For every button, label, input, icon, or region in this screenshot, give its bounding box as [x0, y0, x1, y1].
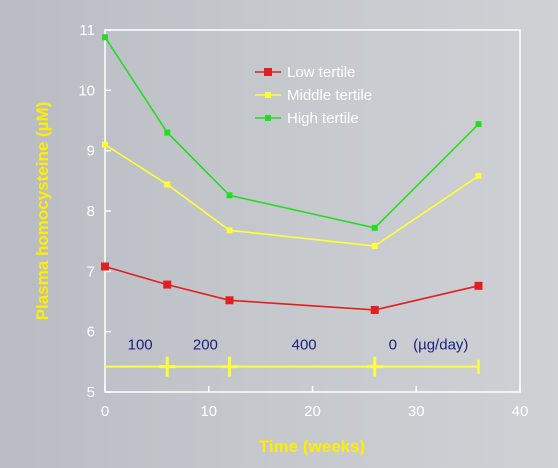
y-axis-title: Plasma homocysteine (µM)	[33, 102, 52, 321]
data-point	[102, 141, 108, 148]
dose-label: (µg/day)	[413, 337, 468, 354]
legend-label: Middle tertile	[287, 87, 372, 104]
x-tick-label: 40	[512, 403, 529, 420]
legend: Low tertile Middle tertile High tertile	[255, 64, 372, 127]
legend-marker	[264, 68, 272, 76]
x-axis-title: Time (weeks)	[259, 437, 365, 456]
legend-marker	[265, 115, 271, 121]
series-line	[104, 143, 479, 247]
data-point	[164, 181, 171, 188]
data-point	[371, 242, 378, 249]
legend-marker	[265, 92, 271, 98]
data-point	[102, 34, 108, 41]
data-point	[101, 262, 109, 271]
y-tick-label: 10	[78, 82, 95, 99]
dose-label: 200	[193, 337, 218, 354]
series-line	[104, 265, 479, 311]
y-tick-label: 7	[87, 263, 95, 280]
series-layer	[101, 34, 483, 314]
data-point	[475, 121, 482, 128]
dose-annotation: 100 200 400 0 (µg/day)	[105, 337, 480, 377]
x-axis: 0 10 20 30 40	[101, 386, 529, 420]
y-tick-label: 6	[87, 324, 95, 341]
legend-label: High tertile	[287, 110, 359, 127]
legend-label: Low tertile	[287, 64, 355, 81]
dose-label: 400	[292, 337, 317, 354]
dose-label: 0	[389, 337, 397, 354]
data-point	[370, 305, 379, 314]
y-tick-label: 8	[87, 203, 95, 220]
y-tick-label: 9	[87, 143, 95, 160]
x-tick-label: 0	[101, 403, 109, 420]
data-point	[226, 227, 233, 234]
data-point	[163, 280, 172, 289]
data-point	[225, 296, 234, 305]
x-tick-label: 20	[304, 403, 321, 420]
data-point	[164, 129, 171, 136]
y-axis: 5 6 7 8 9 10 11	[78, 22, 111, 401]
y-tick-label: 11	[79, 22, 95, 39]
data-point	[474, 281, 483, 290]
x-tick-label: 10	[200, 403, 217, 420]
y-tick-label: 5	[87, 384, 95, 401]
data-point	[475, 173, 482, 180]
x-tick-label: 30	[408, 403, 425, 420]
data-point	[226, 192, 233, 199]
data-point	[371, 224, 378, 231]
dose-label: 100	[128, 337, 153, 354]
